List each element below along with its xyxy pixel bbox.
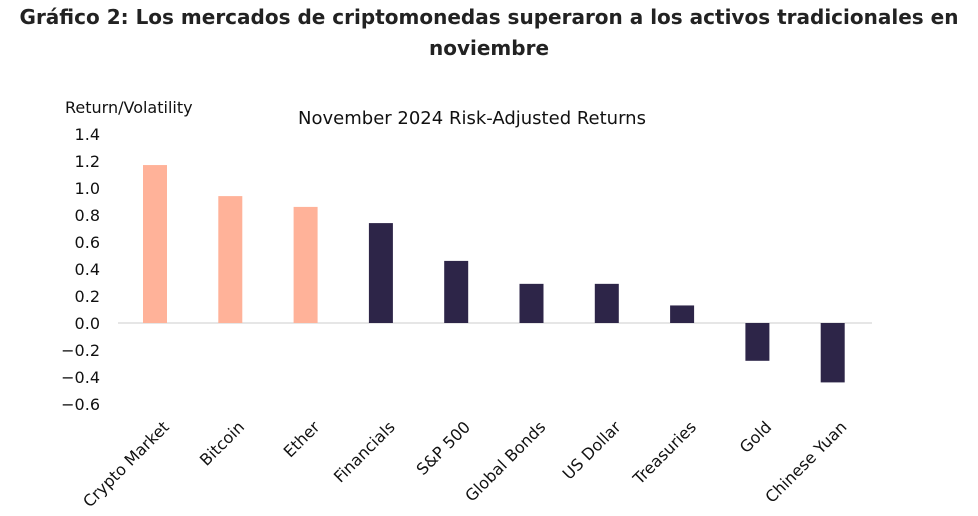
x-tick-label: S&P 500	[413, 417, 474, 478]
bar-gold	[745, 323, 770, 361]
bars	[143, 165, 845, 383]
bar-s-p-500	[444, 260, 469, 323]
bar-financials	[368, 223, 393, 323]
page-title: Gráfico 2: Los mercados de criptomonedas…	[19, 5, 959, 60]
bar-chinese-yuan	[820, 323, 845, 383]
x-tick-labels: Crypto Market Bitcoin Ether Financials S&P 5…	[79, 417, 850, 511]
x-tick-label: Crypto Market	[79, 417, 173, 511]
x-tick-label: Treasuries	[629, 417, 700, 488]
y-tick-label: 1.2	[75, 152, 100, 171]
y-tick-label: −0.6	[61, 395, 100, 414]
chart-title: November 2024 Risk-Adjusted Returns	[298, 108, 646, 129]
y-tick-label: 1.4	[75, 125, 100, 144]
y-tick-label: −0.4	[61, 368, 100, 387]
x-tick-label: Ether	[280, 417, 324, 461]
y-tick-label: 0.6	[75, 233, 100, 252]
y-tick-label: 0.2	[75, 287, 100, 306]
y-tick-labels: 1.4 1.2 1.0 0.8 0.6 0.4 0.2 0.0 −0.2 −0.4 −0.6	[61, 125, 100, 414]
bar-bitcoin	[218, 196, 243, 323]
bar-ether	[293, 206, 318, 323]
x-tick-label: Global Bonds	[461, 417, 549, 505]
bar-global-bonds	[519, 283, 544, 323]
x-tick-label: Gold	[736, 417, 775, 456]
bar-us-dollar	[594, 283, 619, 323]
y-tick-label: 0.8	[75, 206, 100, 225]
y-tick-label: 0.4	[75, 260, 100, 279]
y-tick-label: −0.2	[61, 341, 100, 360]
y-tick-label: 0.0	[75, 314, 100, 333]
bar-treasuries	[670, 305, 695, 323]
x-tick-label: Bitcoin	[196, 417, 248, 469]
x-tick-label: US Dollar	[559, 417, 625, 483]
y-axis-label: Return/Volatility	[65, 98, 193, 117]
y-tick-label: 1.0	[75, 179, 100, 198]
x-tick-label: Financials	[330, 417, 399, 486]
bar-crypto-market	[143, 165, 167, 323]
